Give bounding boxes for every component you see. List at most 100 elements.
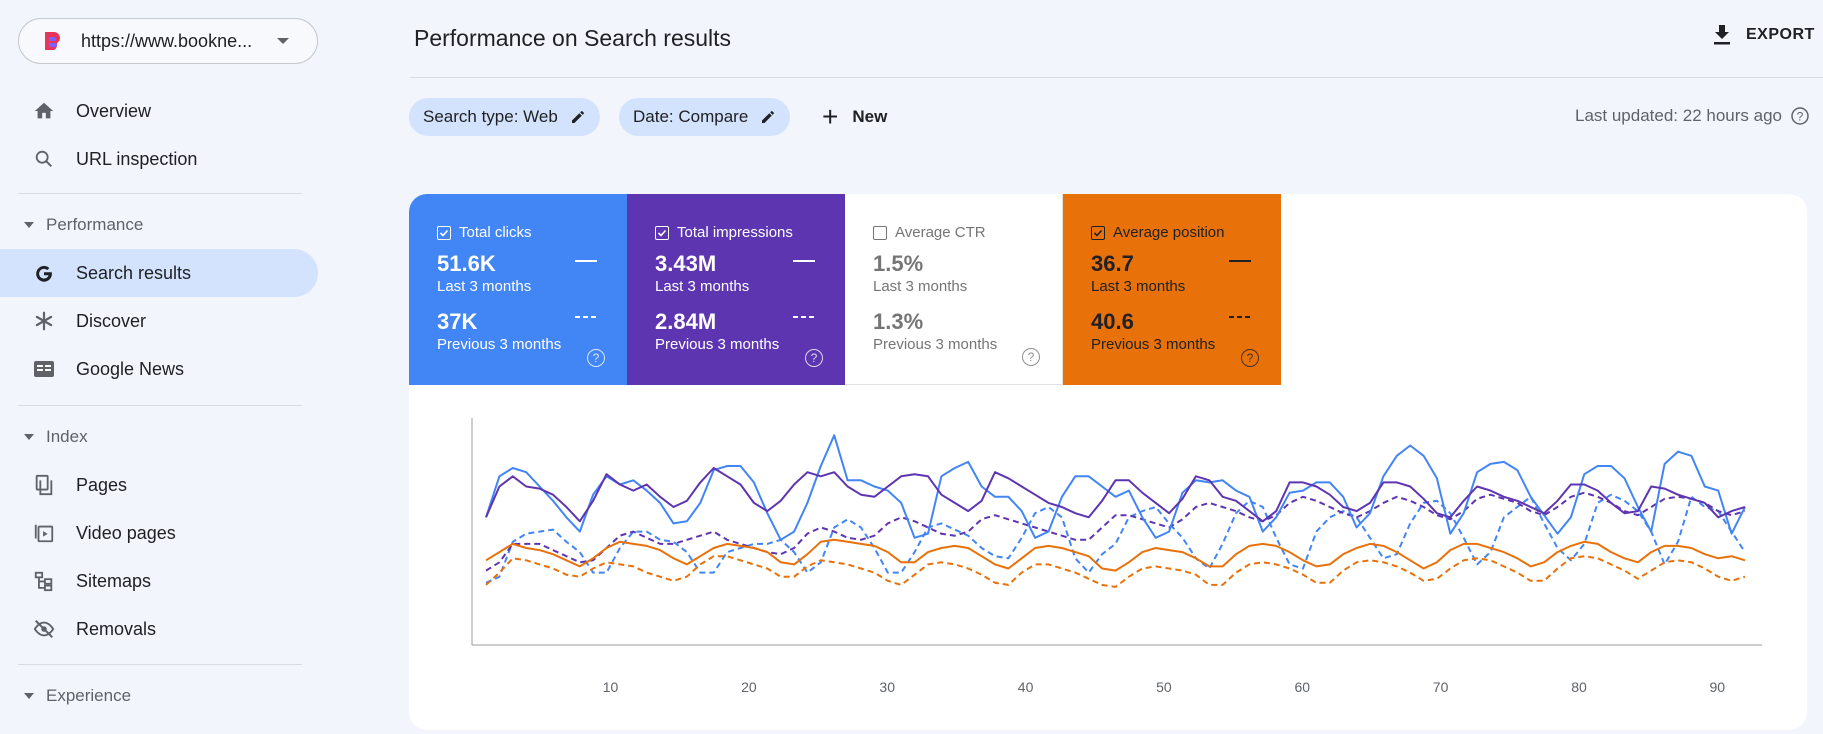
metric-total-impressions[interactable]: Total impressions 3.43M Last 3 months 2.… — [627, 194, 845, 385]
checkbox-checked-icon[interactable] — [655, 225, 669, 240]
home-icon — [30, 97, 58, 125]
header-divider — [410, 77, 1823, 78]
series-impressions-previous — [485, 491, 1746, 572]
sitemap-icon — [30, 567, 58, 595]
section-index-label: Index — [46, 427, 88, 446]
metric-total-clicks[interactable]: Total clicks 51.6K Last 3 months 37K Pre… — [409, 194, 627, 385]
x-tick-label: 90 — [1710, 679, 1726, 695]
help-icon[interactable]: ? — [587, 349, 605, 367]
x-tick-label: 10 — [603, 679, 619, 695]
metric-previous-period: Previous 3 months — [1091, 336, 1216, 353]
nav-removals[interactable]: Removals — [0, 605, 318, 653]
property-url: https://www.bookne... — [81, 30, 253, 51]
help-icon[interactable]: ? — [805, 349, 823, 367]
collapse-arrow-icon — [24, 222, 34, 228]
nav-google-news[interactable]: Google News — [0, 345, 318, 393]
dashed-line-legend-icon — [793, 316, 815, 318]
visibility-off-icon — [30, 615, 58, 643]
section-experience-label: Experience — [46, 686, 132, 705]
metric-current-period: Last 3 months — [873, 278, 968, 295]
metric-previous-value: 40.6 — [1091, 309, 1134, 334]
x-tick-label: 60 — [1295, 679, 1311, 695]
export-button[interactable]: EXPORT — [1712, 24, 1815, 46]
page-title: Performance on Search results — [414, 25, 732, 51]
nav-url-inspection[interactable]: URL inspection — [0, 135, 318, 183]
search-icon — [30, 145, 58, 173]
checkbox-checked-icon[interactable] — [1091, 225, 1105, 240]
metric-previous-value: 37K — [437, 309, 478, 334]
metric-current-value: 1.5% — [873, 251, 924, 276]
series-position-current — [485, 538, 1746, 572]
collapse-arrow-icon — [24, 434, 34, 440]
nav-discover[interactable]: Discover — [0, 297, 318, 345]
new-filter-button[interactable]: + New — [822, 98, 887, 136]
google-g-icon — [30, 259, 58, 287]
last-updated: Last updated: 22 hours ago ? — [1575, 106, 1810, 126]
nav-url-inspection-label: URL inspection — [76, 148, 198, 169]
metric-label: Total clicks — [459, 224, 532, 241]
sidebar: https://www.bookne... Overview URL inspe… — [0, 0, 330, 734]
divider — [18, 664, 302, 665]
nav-sitemaps-label: Sitemaps — [76, 570, 152, 591]
help-icon[interactable]: ? — [1022, 348, 1040, 366]
section-experience[interactable]: Experience — [0, 678, 318, 714]
last-updated-text: Last updated: 22 hours ago — [1575, 106, 1782, 125]
pages-icon — [30, 471, 58, 499]
metric-previous-value: 1.3% — [873, 309, 924, 334]
metric-average-position[interactable]: Average position 36.7 Last 3 months 40.6… — [1063, 194, 1281, 385]
series-clicks-current — [485, 434, 1746, 541]
nav-removals-label: Removals — [76, 618, 157, 639]
help-icon[interactable]: ? — [1241, 349, 1259, 367]
asterisk-icon — [30, 307, 58, 335]
divider — [18, 405, 302, 406]
filter-chip-date-label: Date: Compare — [633, 107, 749, 126]
nav-search-results-label: Search results — [76, 262, 192, 283]
x-tick-label: 70 — [1433, 679, 1449, 695]
nav-pages-label: Pages — [76, 474, 128, 495]
nav-video-pages[interactable]: Video pages — [0, 509, 318, 557]
news-icon — [30, 355, 58, 383]
x-tick-labels: 10 20 30 40 50 60 70 80 90 — [603, 679, 1726, 695]
metric-previous-value: 2.84M — [655, 309, 717, 334]
x-tick-label: 80 — [1571, 679, 1587, 695]
metric-previous-period: Previous 3 months — [437, 336, 562, 353]
metric-average-ctr[interactable]: Average CTR 1.5% Last 3 months 1.3% Prev… — [845, 194, 1063, 385]
chevron-down-icon — [277, 38, 289, 44]
filter-chip-search-type[interactable]: Search type: Web — [409, 98, 600, 136]
nav-google-news-label: Google News — [76, 358, 185, 379]
series-impressions-current — [485, 467, 1746, 523]
nav-overview-label: Overview — [76, 100, 152, 121]
performance-card: Total clicks 51.6K Last 3 months 37K Pre… — [409, 194, 1807, 730]
divider — [18, 193, 302, 194]
nav-pages[interactable]: Pages — [0, 461, 318, 509]
help-icon[interactable]: ? — [1790, 106, 1810, 126]
section-performance[interactable]: Performance — [0, 207, 318, 243]
x-tick-label: 50 — [1156, 679, 1172, 695]
nav-overview[interactable]: Overview — [0, 87, 318, 135]
checkbox-unchecked-icon[interactable] — [873, 225, 887, 240]
filter-chip-date[interactable]: Date: Compare — [619, 98, 791, 136]
x-tick-label: 30 — [879, 679, 895, 695]
metric-current-value: 36.7 — [1091, 251, 1134, 276]
metric-label: Average position — [1113, 224, 1225, 241]
plus-icon: + — [822, 101, 839, 132]
performance-chart[interactable]: 10 20 30 40 50 60 70 80 90 — [409, 385, 1807, 730]
nav-video-pages-label: Video pages — [76, 522, 176, 543]
new-filter-label: New — [852, 107, 888, 126]
svg-text:?: ? — [1797, 110, 1804, 124]
download-icon — [1714, 25, 1730, 45]
nav-search-results[interactable]: Search results — [0, 249, 318, 297]
edit-pencil-icon — [762, 111, 775, 123]
nav-sitemaps[interactable]: Sitemaps — [0, 557, 318, 605]
x-tick-label: 40 — [1018, 679, 1034, 695]
series-position-previous — [485, 555, 1746, 588]
section-index[interactable]: Index — [0, 419, 318, 455]
metric-current-value: 3.43M — [655, 251, 717, 276]
dashed-line-legend-icon — [575, 316, 597, 318]
checkbox-checked-icon[interactable] — [437, 225, 451, 240]
series-clicks-previous — [485, 493, 1746, 584]
dashed-line-legend-icon — [1229, 316, 1251, 318]
solid-line-legend-icon — [575, 260, 597, 262]
property-selector[interactable]: https://www.bookne... — [18, 18, 318, 64]
edit-pencil-icon — [571, 111, 584, 123]
